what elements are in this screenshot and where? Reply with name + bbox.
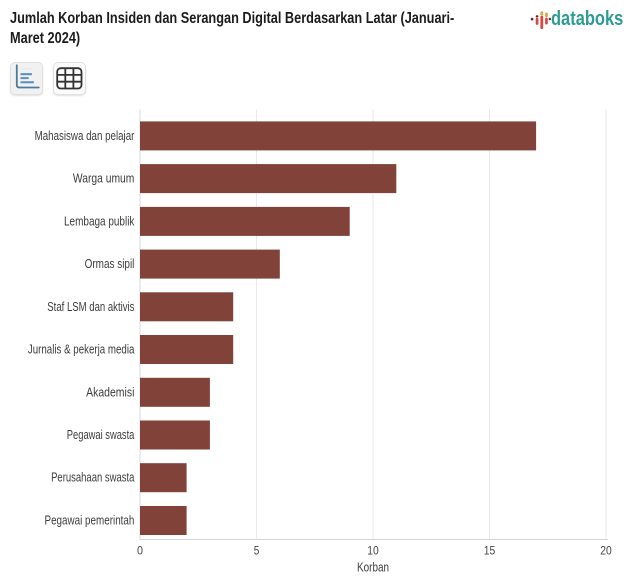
svg-text:Korban: Korban (357, 561, 389, 575)
svg-text:Warga umum: Warga umum (73, 171, 135, 186)
svg-text:Pegawai swasta: Pegawai swasta (67, 427, 135, 442)
svg-text:Ormas sipil: Ormas sipil (85, 256, 135, 271)
svg-text:20: 20 (600, 544, 612, 558)
svg-text:0: 0 (137, 544, 143, 558)
svg-text:Jurnalis & pekerja media: Jurnalis & pekerja media (28, 342, 135, 357)
svg-text:10: 10 (367, 544, 379, 558)
svg-text:Pegawai pemerintah: Pegawai pemerintah (45, 513, 135, 528)
svg-text:Mahasiswa dan pelajar: Mahasiswa dan pelajar (35, 128, 135, 143)
svg-text:5: 5 (254, 544, 260, 558)
svg-text:Perusahaan swasta: Perusahaan swasta (51, 470, 135, 485)
svg-text:Akademisi: Akademisi (86, 384, 134, 399)
svg-text:15: 15 (484, 544, 496, 558)
svg-text:Staf LSM dan aktivis: Staf LSM dan aktivis (47, 299, 134, 314)
svg-text:Lembaga publik: Lembaga publik (64, 213, 135, 228)
